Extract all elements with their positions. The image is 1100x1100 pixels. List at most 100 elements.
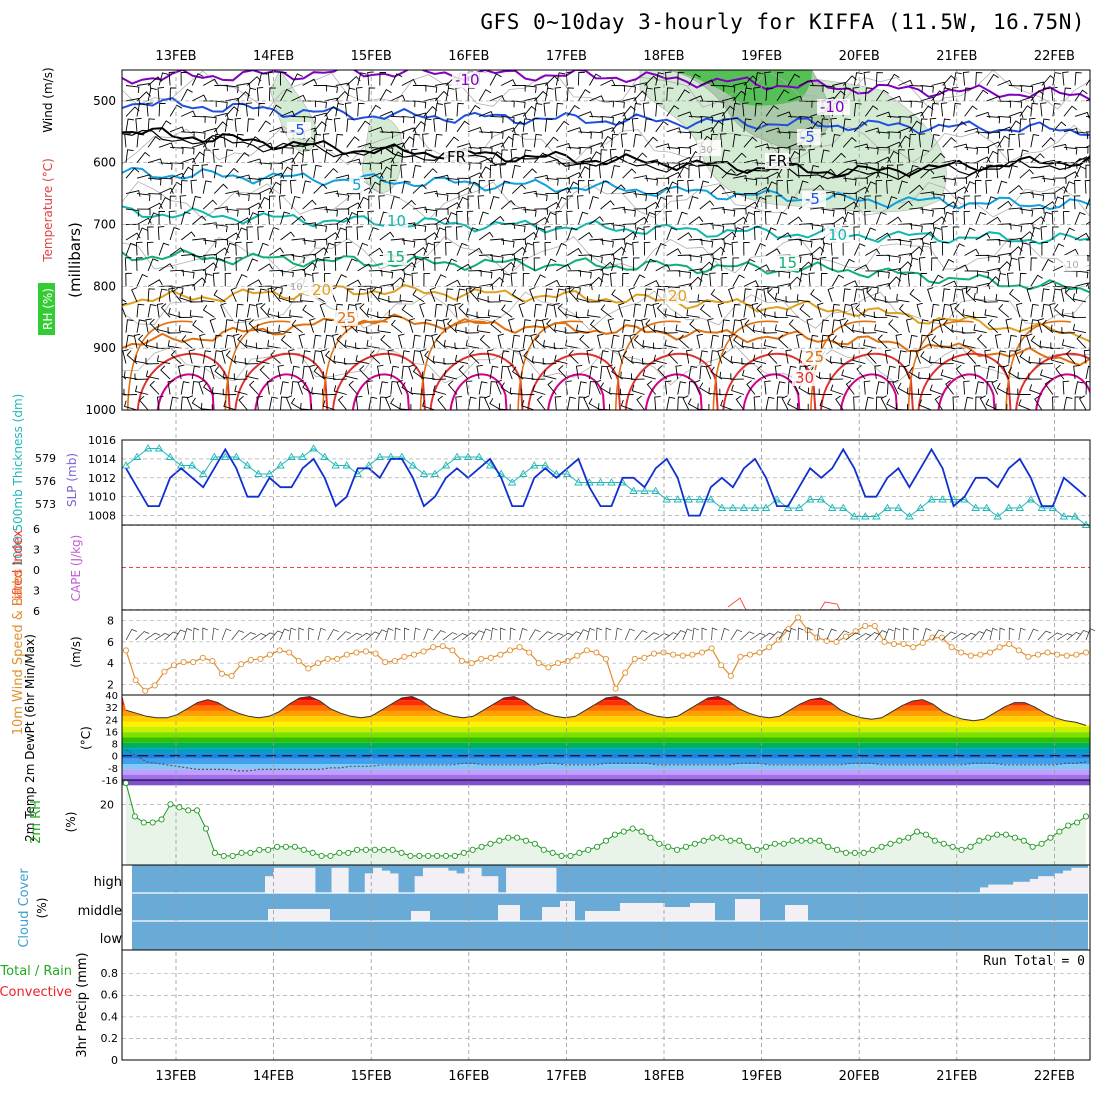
wind-barb xyxy=(246,258,259,272)
wind-barb xyxy=(209,318,217,333)
cape-label: CAPE (J/kg) xyxy=(69,535,83,602)
wind10m-point xyxy=(420,648,427,655)
wind-barb xyxy=(931,319,940,333)
date-label-top: 16FEB xyxy=(448,49,489,64)
wind-barb xyxy=(379,110,395,118)
wind-barb xyxy=(366,327,380,334)
wind-barb xyxy=(245,102,253,117)
thickness-point xyxy=(772,495,782,503)
wind-barb xyxy=(478,180,486,194)
wind-barb xyxy=(534,82,549,89)
wind-barb xyxy=(412,164,422,179)
wind-barb xyxy=(851,324,866,334)
wind10m-point xyxy=(132,677,139,684)
wind-barb xyxy=(529,287,536,302)
wind-barb xyxy=(291,164,299,179)
contour-label: 10 xyxy=(1066,260,1079,271)
wind-barb xyxy=(776,232,792,241)
wind10m-barb xyxy=(903,627,909,640)
wind-barb xyxy=(942,288,951,302)
cloud-high-bar xyxy=(1046,876,1056,893)
wind-barb xyxy=(225,232,240,241)
wind10m-barb xyxy=(980,629,992,641)
wind-barb xyxy=(523,223,537,230)
wind-barb xyxy=(476,324,491,334)
wind-barb xyxy=(864,181,877,194)
wind10m-point xyxy=(170,662,178,669)
wind-barb xyxy=(653,324,667,334)
wind-barb xyxy=(500,199,516,210)
wind-barb xyxy=(379,157,395,164)
wind-barb xyxy=(357,120,371,133)
wind-barb xyxy=(798,180,809,194)
wind10m-barb xyxy=(874,630,888,641)
wind-barb xyxy=(973,293,987,303)
wind-barb xyxy=(445,118,454,132)
wind-barb xyxy=(677,146,692,155)
wind-barb xyxy=(313,84,328,92)
wind-barb xyxy=(721,97,737,104)
wind10m-point xyxy=(190,659,197,666)
wind10m-panel xyxy=(122,614,1096,694)
precip-label: 3hr Precip (mm) xyxy=(75,952,90,1057)
wind-barb xyxy=(677,270,692,279)
wind-barb xyxy=(743,201,759,210)
wind-barb xyxy=(578,111,594,118)
wind-barb xyxy=(622,334,631,349)
wind-barb xyxy=(865,248,880,256)
wind10m-tick: 4 xyxy=(107,657,114,670)
wind-barb xyxy=(721,149,731,163)
wind-barb xyxy=(655,143,671,150)
wind-barb xyxy=(456,187,472,195)
wind-barb xyxy=(688,73,701,86)
wind-barb xyxy=(743,280,759,287)
wind-barb xyxy=(853,102,862,117)
wind-barb xyxy=(781,395,789,410)
wind-barb xyxy=(146,102,153,117)
wind-barb xyxy=(137,334,149,349)
wind-barb xyxy=(170,350,182,364)
wind-barb xyxy=(401,382,414,395)
rh2m-point xyxy=(558,852,565,859)
wind-barb xyxy=(148,193,162,201)
wind-barb xyxy=(454,302,461,318)
wind-barb xyxy=(125,208,140,217)
wind-barb xyxy=(136,193,151,202)
wind-barb xyxy=(247,202,263,210)
lifted-index-trace xyxy=(819,601,841,611)
wind10m-barb xyxy=(202,627,208,640)
wind-barb xyxy=(181,146,195,155)
wind-barb xyxy=(1041,280,1057,287)
wind-barb xyxy=(1019,85,1034,93)
wind-barb xyxy=(518,302,525,318)
cloud-high-bar xyxy=(1054,873,1064,893)
wind-barb xyxy=(468,270,482,277)
wind-barb xyxy=(787,365,797,380)
wind-barb xyxy=(997,252,1012,260)
cloud-label: Cloud Cover xyxy=(17,868,32,948)
wind-barb xyxy=(954,303,965,318)
wind-barb xyxy=(266,380,274,395)
wind-barb xyxy=(644,288,652,302)
wind-barb xyxy=(843,319,855,334)
wind10m-point xyxy=(1034,651,1042,658)
wind-barb xyxy=(467,247,483,256)
wind10m-point xyxy=(612,685,619,692)
cloud-middle-bar xyxy=(585,911,620,921)
thickness-point xyxy=(518,469,528,477)
wind-barb xyxy=(423,242,434,256)
wind-barb xyxy=(479,270,493,279)
wind-barb xyxy=(468,285,482,294)
rh2m-point xyxy=(629,825,636,832)
wind-barb xyxy=(509,387,524,395)
wind10m-barb xyxy=(452,633,468,641)
wind-barb xyxy=(313,100,328,109)
wind-barb xyxy=(202,365,211,380)
wind-barb xyxy=(721,85,736,93)
contour-label-bg xyxy=(383,249,407,265)
wind-barb xyxy=(500,149,509,163)
wind-barb xyxy=(864,87,873,101)
wind-barb xyxy=(1085,78,1090,86)
rh2m-point xyxy=(789,837,796,844)
wind-barb xyxy=(962,71,970,86)
